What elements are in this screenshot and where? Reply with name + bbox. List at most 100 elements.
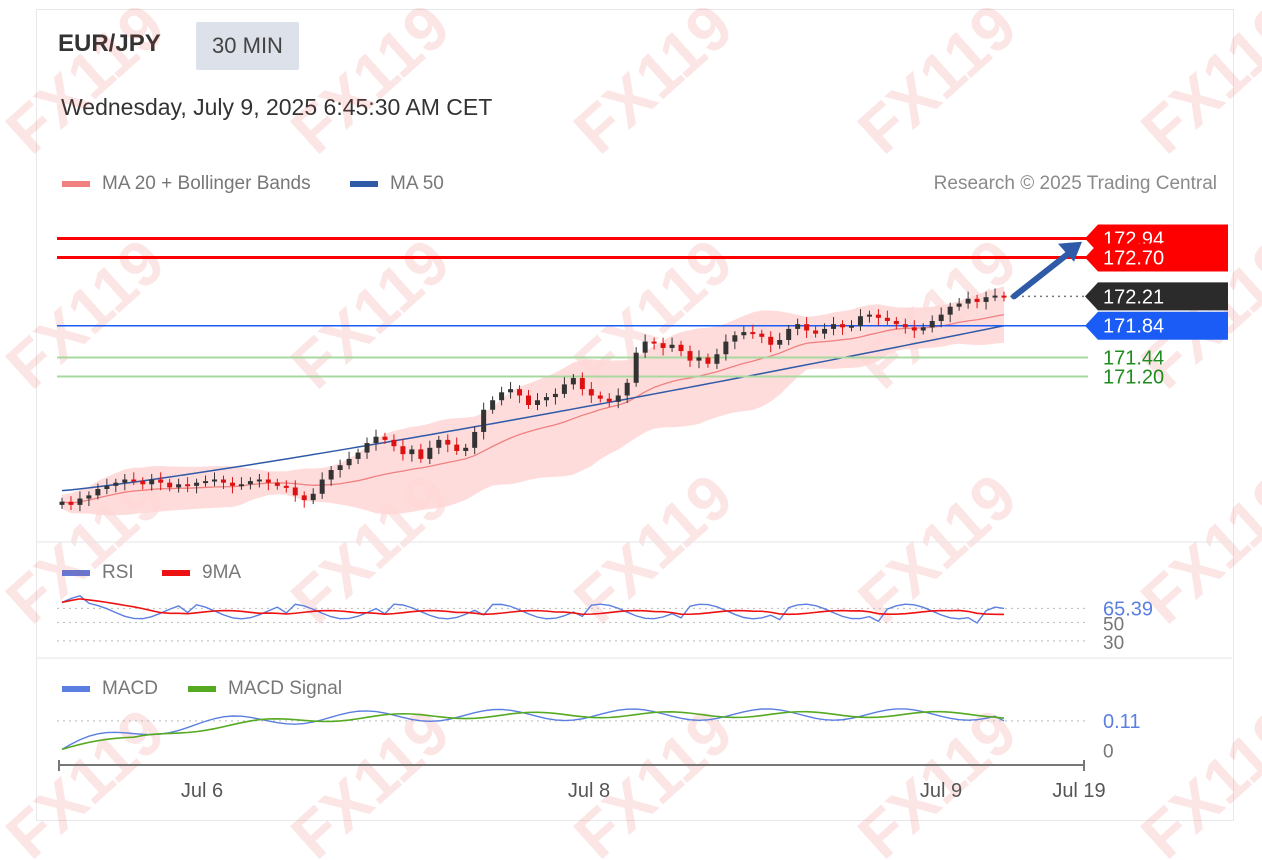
- candle-body: [929, 320, 935, 328]
- rsi-ma-swatch: [162, 570, 190, 576]
- rsi-ma-line: [61, 598, 1005, 616]
- level-tag-pivot: [1085, 311, 1228, 340]
- rsi-line: [61, 595, 1005, 624]
- x-tick-label: Jul 6: [181, 780, 223, 802]
- legend-macd-signal-label: MACD Signal: [228, 678, 343, 699]
- level-label-support: 171.20: [1103, 366, 1164, 388]
- projection-arrow: [1011, 247, 1075, 300]
- candle-body: [696, 357, 702, 361]
- candle-body: [382, 436, 388, 440]
- credit-text: Research © 2025 Trading Central: [933, 173, 1217, 194]
- candle-body: [436, 439, 442, 448]
- ma20-swatch: [62, 181, 90, 187]
- candle-body: [606, 398, 612, 402]
- macd-swatch: [62, 686, 90, 692]
- watermark-text: FX119: [560, 695, 746, 860]
- candle-body: [831, 324, 837, 329]
- legend-ma20-label: MA 20 + Bollinger Bands: [102, 173, 311, 194]
- candle-body: [328, 470, 334, 480]
- candle-body: [947, 306, 953, 315]
- symbol-title: EUR/JPY: [58, 30, 161, 57]
- candle-body: [445, 439, 451, 445]
- level-label-resistance: 172.70: [1103, 248, 1164, 270]
- candle-body: [687, 351, 693, 361]
- candle-body: [185, 484, 191, 487]
- candle-body: [203, 481, 209, 484]
- candle-body: [552, 393, 558, 398]
- candle-body: [373, 436, 379, 444]
- candle-body: [427, 447, 433, 459]
- level-tag-resistance: [1085, 243, 1228, 272]
- candle-body: [902, 324, 908, 328]
- candle-body: [741, 332, 747, 336]
- candle-body: [301, 495, 307, 501]
- rsi-ref-label: 30: [1103, 633, 1124, 654]
- candle-body: [804, 324, 810, 331]
- candle-body: [337, 465, 343, 470]
- candle-body: [840, 324, 846, 328]
- watermark-text: FX119: [0, 695, 178, 860]
- candle-body: [194, 482, 200, 486]
- candle-body: [875, 314, 881, 318]
- candle-body: [534, 400, 540, 405]
- candle-body: [732, 335, 738, 342]
- candle-body: [750, 332, 756, 335]
- candle-body: [714, 354, 720, 364]
- level-label-last: 172.21: [1103, 286, 1164, 308]
- candle-body: [866, 314, 872, 317]
- watermark-text: FX119: [560, 0, 746, 167]
- x-tick-label: Jul 9: [920, 780, 962, 802]
- candle-body: [678, 344, 684, 352]
- candle-body: [669, 344, 675, 348]
- candle-body: [400, 446, 406, 455]
- legend-ma50: MA 50: [350, 173, 444, 195]
- candle-body: [391, 439, 397, 447]
- rsi-last-label: 65.39: [1103, 598, 1153, 620]
- macd-signal-line: [61, 710, 1005, 751]
- candle-body: [759, 333, 765, 337]
- candle-body: [561, 384, 567, 394]
- candle-body: [660, 343, 666, 348]
- candle-body: [454, 444, 460, 451]
- candle-body: [113, 482, 119, 486]
- ma20-line: [61, 313, 1005, 504]
- candle-body: [597, 395, 603, 399]
- candle-body: [543, 397, 549, 401]
- legend-macd-signal: MACD Signal: [188, 678, 342, 700]
- watermark-text: FX119: [844, 0, 1030, 167]
- candle-body: [795, 324, 801, 329]
- candle-body: [893, 320, 899, 325]
- candle-body: [777, 340, 783, 345]
- macd-line: [61, 708, 1005, 750]
- candle-body: [642, 341, 648, 353]
- candle-body: [983, 297, 989, 302]
- candle-body: [956, 303, 962, 307]
- level-tag-last: [1085, 282, 1228, 311]
- candle-body: [588, 389, 594, 396]
- candle-body: [229, 482, 235, 486]
- candle-body: [95, 489, 101, 496]
- legend-rsi-ma-label: 9MA: [202, 562, 242, 583]
- macd-ref-label: 0: [1103, 742, 1114, 763]
- candle-body: [822, 328, 828, 334]
- candle-body: [292, 487, 298, 496]
- candle-body: [158, 479, 164, 483]
- legend-rsi-label: RSI: [102, 562, 134, 583]
- candle-body: [570, 378, 576, 385]
- candle-body: [938, 314, 944, 321]
- watermark-text: FX119: [1127, 0, 1262, 167]
- candle-body: [319, 479, 325, 494]
- candle-body: [705, 357, 711, 364]
- candle-body: [418, 449, 424, 459]
- candle-body: [472, 431, 478, 448]
- legend-rsi: RSI: [62, 562, 134, 584]
- timeframe-badge[interactable]: 30 MIN: [196, 22, 299, 70]
- candle-body: [220, 479, 226, 483]
- candle-body: [265, 479, 271, 483]
- candle-body: [499, 392, 505, 401]
- candle-body: [59, 501, 65, 505]
- candle-body: [274, 482, 280, 486]
- candle-body: [624, 382, 630, 396]
- candle-body: [920, 327, 926, 331]
- candle-body: [813, 330, 819, 334]
